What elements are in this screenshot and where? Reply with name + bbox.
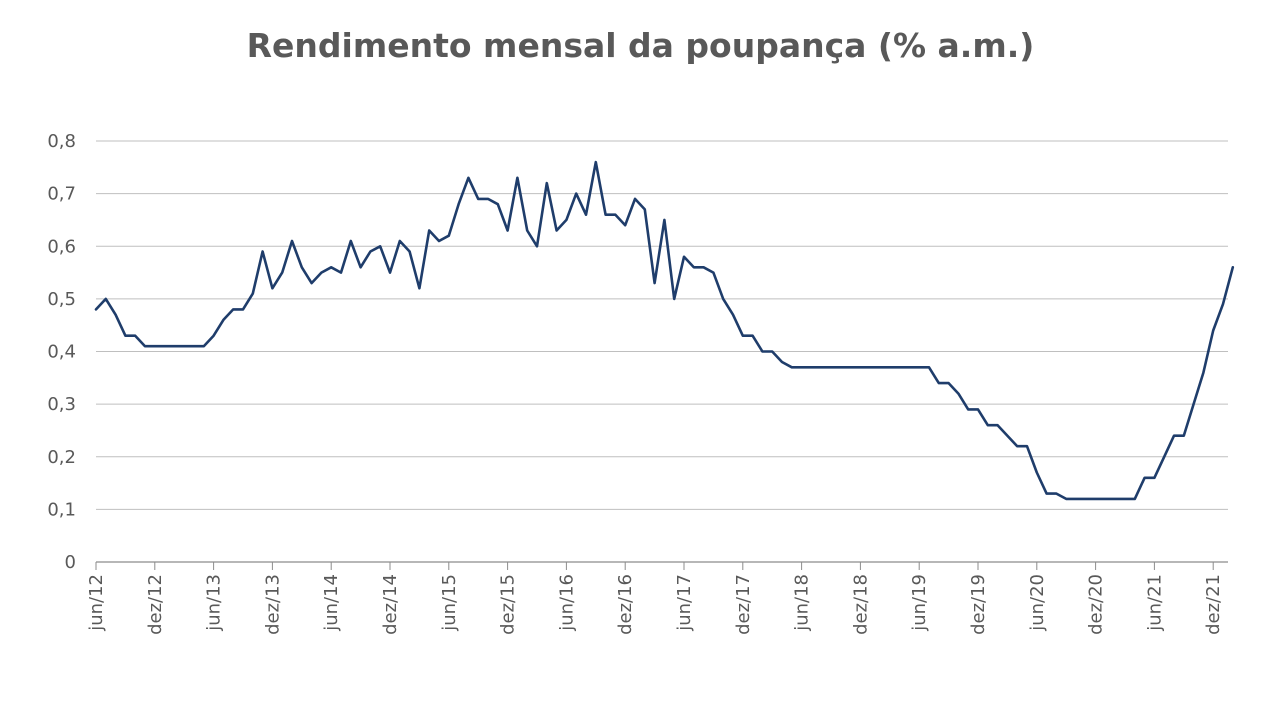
x-tick-label: jun/17 [674, 574, 695, 632]
y-axis-tick-labels: 0 0,1 0,2 0,3 0,4 0,5 0,6 0,7 0,8 [47, 131, 76, 573]
x-tick-label: dez/14 [380, 574, 401, 635]
x-axis-tick-labels: jun/12 dez/12 jun/13 dez/13 jun/14 dez/14 jun/… [86, 574, 1224, 635]
series-line [94, 160, 1235, 501]
x-tick-label: jun/14 [321, 574, 342, 632]
x-tick-label: jun/19 [909, 574, 930, 632]
x-tick-label: dez/17 [733, 574, 754, 635]
x-tick-label: dez/18 [850, 574, 871, 635]
x-tick-label: dez/19 [968, 574, 989, 635]
x-tick-label: dez/15 [498, 574, 519, 635]
x-axis [95, 561, 1228, 570]
x-tick-label: dez/21 [1203, 574, 1224, 635]
series-layer [94, 160, 1235, 501]
x-tick-label: jun/20 [1027, 574, 1048, 632]
gridlines [96, 140, 1228, 510]
y-tick-label: 0,2 [47, 447, 76, 468]
y-tick-label: 0 [65, 552, 76, 573]
y-tick-label: 0,6 [47, 236, 76, 257]
x-tick-label: jun/13 [204, 574, 225, 632]
x-tick-label: jun/21 [1144, 574, 1165, 632]
x-tick-label: jun/15 [439, 574, 460, 632]
y-tick-label: 0,1 [47, 499, 76, 520]
y-tick-label: 0,4 [47, 342, 76, 363]
x-tick-label: jun/12 [86, 574, 107, 632]
x-tick-label: dez/12 [145, 574, 166, 635]
x-tick-label: jun/16 [556, 574, 577, 632]
y-tick-label: 0,5 [47, 289, 76, 310]
chart-title: Rendimento mensal da poupança (% a.m.) [246, 26, 1035, 65]
x-tick-label: jun/18 [792, 574, 813, 632]
x-tick-label: dez/16 [615, 574, 636, 635]
x-tick-label: dez/13 [262, 574, 283, 635]
x-tick-label: dez/20 [1086, 574, 1107, 635]
y-tick-label: 0,8 [47, 131, 76, 152]
y-tick-label: 0,7 [47, 184, 76, 205]
y-tick-label: 0,3 [47, 394, 76, 415]
